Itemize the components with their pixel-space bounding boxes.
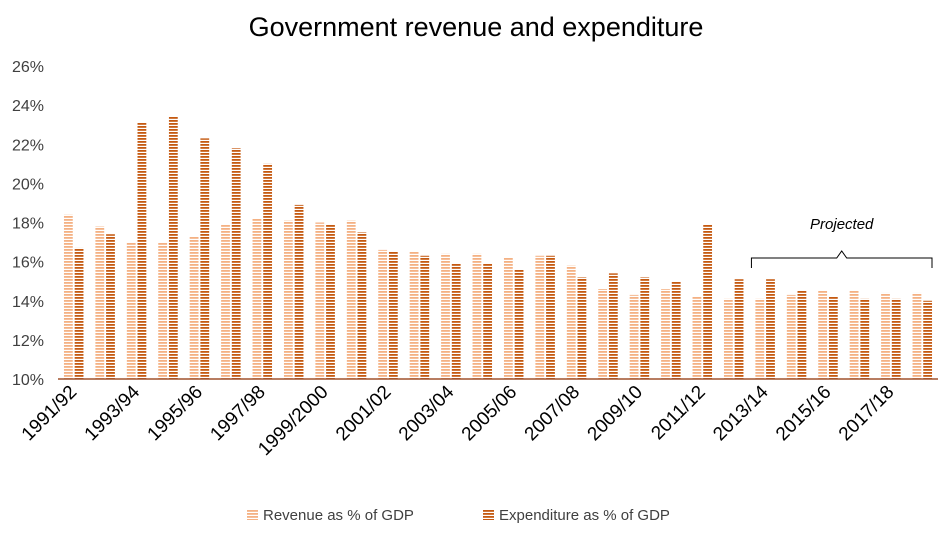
- bar-expenditure: [451, 263, 461, 379]
- bar-revenue: [315, 222, 325, 379]
- chart-title: Government revenue and expenditure: [249, 12, 704, 42]
- bar-revenue: [126, 242, 136, 379]
- bar-expenditure: [231, 148, 241, 379]
- y-axis: 10% 12% 14% 16% 18% 20% 22% 24% 26%: [12, 59, 44, 389]
- bar-expenditure: [797, 290, 807, 379]
- bar-revenue: [503, 257, 513, 379]
- x-tick-label: 2009/10: [584, 382, 647, 445]
- bar-expenditure: [923, 300, 933, 379]
- bar-revenue: [535, 255, 545, 379]
- bar-expenditure: [106, 234, 115, 379]
- bar-revenue: [283, 220, 293, 379]
- bar-revenue: [441, 253, 450, 379]
- bar-expenditure: [671, 281, 681, 379]
- x-tick-label: 2001/02: [332, 382, 395, 445]
- bar-revenue: [692, 296, 702, 379]
- bar-expenditure: [263, 163, 273, 379]
- bar-expenditure: [200, 138, 210, 379]
- bar-expenditure: [74, 247, 84, 379]
- legend-label-revenue: Revenue as % of GDP: [263, 507, 414, 524]
- bar-expenditure: [891, 298, 901, 379]
- bar-revenue: [755, 298, 765, 379]
- bar-expenditure: [546, 255, 555, 379]
- bar-expenditure: [168, 116, 178, 380]
- bar-expenditure: [326, 224, 335, 379]
- bar-revenue: [189, 236, 199, 379]
- bar-revenue: [158, 242, 168, 379]
- bar-expenditure: [828, 296, 838, 379]
- bar-expenditure: [388, 251, 398, 379]
- bar-revenue: [912, 292, 922, 379]
- bar-revenue: [63, 214, 73, 379]
- legend-item-expenditure: Expenditure as % of GDP: [483, 507, 670, 524]
- bar-revenue: [723, 298, 733, 379]
- legend: Revenue as % of GDP Expenditure as % of …: [247, 507, 670, 524]
- x-tick-label: 2015/16: [772, 382, 835, 445]
- y-tick-label: 22%: [12, 137, 44, 154]
- y-tick-label: 14%: [12, 294, 44, 311]
- y-tick-label: 18%: [12, 216, 44, 233]
- x-tick-label: 1995/96: [144, 382, 207, 445]
- bar-expenditure: [483, 263, 493, 379]
- bar-revenue: [818, 290, 828, 379]
- bar-expenditure: [514, 269, 524, 379]
- projected-annotation: Projected: [750, 216, 933, 268]
- y-tick-label: 10%: [12, 372, 44, 389]
- y-tick-label: 20%: [12, 176, 44, 193]
- legend-label-expenditure: Expenditure as % of GDP: [499, 507, 670, 524]
- x-tick-label: 2005/06: [458, 382, 521, 445]
- bar-revenue: [629, 294, 639, 379]
- bar-revenue: [346, 220, 356, 379]
- bar-revenue: [566, 265, 576, 379]
- y-tick-label: 24%: [12, 98, 44, 115]
- x-tick-label: 2007/08: [521, 382, 584, 445]
- bar-expenditure: [703, 224, 713, 379]
- x-tick-label: 2017/18: [835, 382, 898, 445]
- y-tick-label: 16%: [12, 255, 44, 272]
- bar-expenditure: [294, 204, 304, 379]
- bar-expenditure: [734, 279, 744, 379]
- x-tick-label: 1997/98: [206, 382, 269, 445]
- y-tick-label: 12%: [12, 333, 44, 350]
- legend-swatch-expenditure: [483, 509, 494, 520]
- bar-revenue: [409, 251, 419, 379]
- bar-expenditure: [357, 232, 367, 379]
- bar-revenue: [221, 224, 230, 379]
- legend-swatch-revenue: [247, 509, 258, 520]
- x-tick-label: 2003/04: [395, 381, 459, 445]
- legend-item-revenue: Revenue as % of GDP: [247, 507, 414, 524]
- x-tick-label: 2013/14: [709, 381, 773, 445]
- bar-revenue: [786, 294, 796, 379]
- x-tick-label: 1991/92: [18, 382, 81, 445]
- x-tick-label: 2011/12: [647, 382, 709, 444]
- bar-expenditure: [640, 277, 650, 379]
- bar-revenue: [95, 226, 105, 379]
- bars: [63, 116, 933, 380]
- bar-expenditure: [766, 279, 775, 379]
- bar-revenue: [252, 218, 262, 379]
- y-tick-label: 26%: [12, 59, 44, 76]
- bar-revenue: [378, 249, 388, 379]
- bar-expenditure: [137, 122, 147, 379]
- bar-revenue: [881, 292, 890, 379]
- bar-revenue: [849, 290, 859, 379]
- projected-brace: [750, 250, 933, 268]
- bar-revenue: [598, 289, 608, 379]
- bar-expenditure: [860, 298, 870, 379]
- bar-expenditure: [420, 255, 430, 379]
- bar-expenditure: [608, 273, 618, 379]
- bar-revenue: [472, 253, 482, 379]
- x-tick-label: 1993/94: [81, 381, 145, 445]
- bar-expenditure: [577, 277, 587, 379]
- bar-revenue: [661, 289, 670, 379]
- projected-label: Projected: [810, 216, 874, 233]
